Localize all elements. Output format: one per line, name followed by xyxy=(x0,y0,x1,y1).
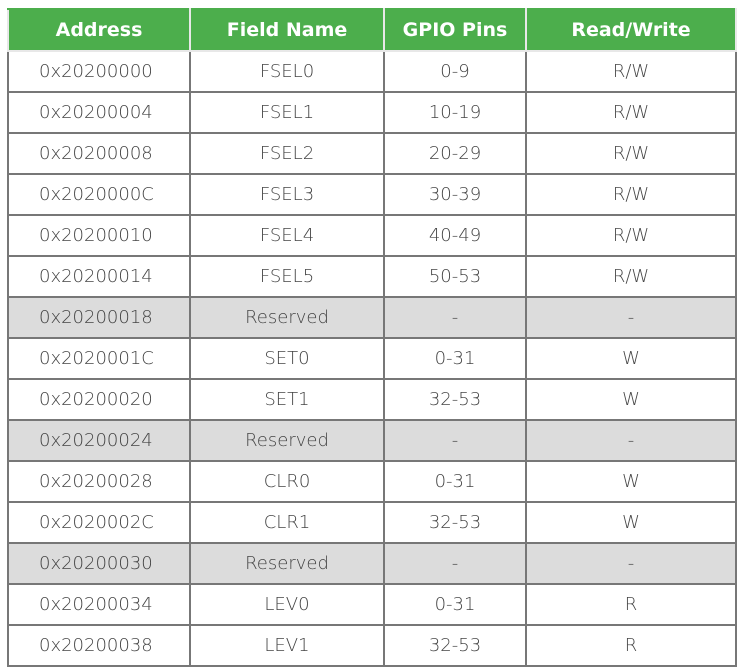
address-cell: 0x20200028 xyxy=(7,460,191,503)
field-name-cell: Reserved xyxy=(189,542,385,585)
field-name-cell: FSEL5 xyxy=(189,255,385,298)
table-body: 0x20200000 FSEL0 0-9 R/W 0x20200004 FSEL… xyxy=(7,50,737,667)
table-row: 0x20200030 Reserved - - xyxy=(7,542,737,585)
table-row: 0x20200018 Reserved - - xyxy=(7,296,737,339)
read-write-cell: - xyxy=(525,419,737,462)
gpio-register-table: Address Field Name GPIO Pins Read/Write … xyxy=(7,8,737,667)
gpio-pins-cell: 50-53 xyxy=(383,255,527,298)
read-write-cell: R/W xyxy=(525,132,737,175)
gpio-pins-cell: 32-53 xyxy=(383,624,527,667)
table-row: 0x20200020 SET1 32-53 W xyxy=(7,378,737,421)
header-gpio-pins: GPIO Pins xyxy=(383,8,527,52)
table-row: 0x20200028 CLR0 0-31 W xyxy=(7,460,737,503)
field-name-cell: CLR1 xyxy=(189,501,385,544)
gpio-pins-cell: - xyxy=(383,419,527,462)
address-cell: 0x20200034 xyxy=(7,583,191,626)
gpio-pins-cell: 0-31 xyxy=(383,460,527,503)
gpio-pins-cell: 32-53 xyxy=(383,501,527,544)
table-row: 0x20200014 FSEL5 50-53 R/W xyxy=(7,255,737,298)
gpio-pins-cell: 0-31 xyxy=(383,337,527,380)
field-name-cell: FSEL1 xyxy=(189,91,385,134)
address-cell: 0x2020002C xyxy=(7,501,191,544)
address-cell: 0x2020001C xyxy=(7,337,191,380)
gpio-pins-cell: 32-53 xyxy=(383,378,527,421)
read-write-cell: R/W xyxy=(525,91,737,134)
header-read-write: Read/Write xyxy=(525,8,737,52)
gpio-pins-cell: 0-9 xyxy=(383,50,527,93)
table-header-row: Address Field Name GPIO Pins Read/Write xyxy=(7,8,737,52)
table-row: 0x20200010 FSEL4 40-49 R/W xyxy=(7,214,737,257)
field-name-cell: Reserved xyxy=(189,296,385,339)
address-cell: 0x20200010 xyxy=(7,214,191,257)
read-write-cell: R/W xyxy=(525,173,737,216)
field-name-cell: FSEL4 xyxy=(189,214,385,257)
read-write-cell: R/W xyxy=(525,255,737,298)
gpio-pins-cell: 20-29 xyxy=(383,132,527,175)
address-cell: 0x20200038 xyxy=(7,624,191,667)
header-field-name: Field Name xyxy=(189,8,385,52)
field-name-cell: SET0 xyxy=(189,337,385,380)
table-row: 0x2020000C FSEL3 30-39 R/W xyxy=(7,173,737,216)
read-write-cell: W xyxy=(525,378,737,421)
table-row: 0x2020002C CLR1 32-53 W xyxy=(7,501,737,544)
gpio-pins-cell: 10-19 xyxy=(383,91,527,134)
field-name-cell: LEV1 xyxy=(189,624,385,667)
field-name-cell: FSEL0 xyxy=(189,50,385,93)
field-name-cell: FSEL3 xyxy=(189,173,385,216)
address-cell: 0x20200020 xyxy=(7,378,191,421)
read-write-cell: R xyxy=(525,624,737,667)
field-name-cell: CLR0 xyxy=(189,460,385,503)
read-write-cell: - xyxy=(525,296,737,339)
table-row: 0x20200000 FSEL0 0-9 R/W xyxy=(7,50,737,93)
read-write-cell: W xyxy=(525,501,737,544)
table-row: 0x20200024 Reserved - - xyxy=(7,419,737,462)
read-write-cell: W xyxy=(525,337,737,380)
address-cell: 0x2020000C xyxy=(7,173,191,216)
table-row: 0x20200008 FSEL2 20-29 R/W xyxy=(7,132,737,175)
address-cell: 0x20200030 xyxy=(7,542,191,585)
address-cell: 0x20200024 xyxy=(7,419,191,462)
field-name-cell: FSEL2 xyxy=(189,132,385,175)
address-cell: 0x20200008 xyxy=(7,132,191,175)
gpio-pins-cell: - xyxy=(383,296,527,339)
gpio-pins-cell: - xyxy=(383,542,527,585)
field-name-cell: Reserved xyxy=(189,419,385,462)
field-name-cell: SET1 xyxy=(189,378,385,421)
address-cell: 0x20200000 xyxy=(7,50,191,93)
gpio-pins-cell: 30-39 xyxy=(383,173,527,216)
address-cell: 0x20200018 xyxy=(7,296,191,339)
table-row: 0x20200004 FSEL1 10-19 R/W xyxy=(7,91,737,134)
read-write-cell: R/W xyxy=(525,50,737,93)
gpio-pins-cell: 0-31 xyxy=(383,583,527,626)
read-write-cell: W xyxy=(525,460,737,503)
table-row: 0x20200038 LEV1 32-53 R xyxy=(7,624,737,667)
read-write-cell: - xyxy=(525,542,737,585)
table-row: 0x2020001C SET0 0-31 W xyxy=(7,337,737,380)
field-name-cell: LEV0 xyxy=(189,583,385,626)
gpio-pins-cell: 40-49 xyxy=(383,214,527,257)
read-write-cell: R xyxy=(525,583,737,626)
read-write-cell: R/W xyxy=(525,214,737,257)
address-cell: 0x20200014 xyxy=(7,255,191,298)
header-address: Address xyxy=(7,8,191,52)
address-cell: 0x20200004 xyxy=(7,91,191,134)
table-row: 0x20200034 LEV0 0-31 R xyxy=(7,583,737,626)
